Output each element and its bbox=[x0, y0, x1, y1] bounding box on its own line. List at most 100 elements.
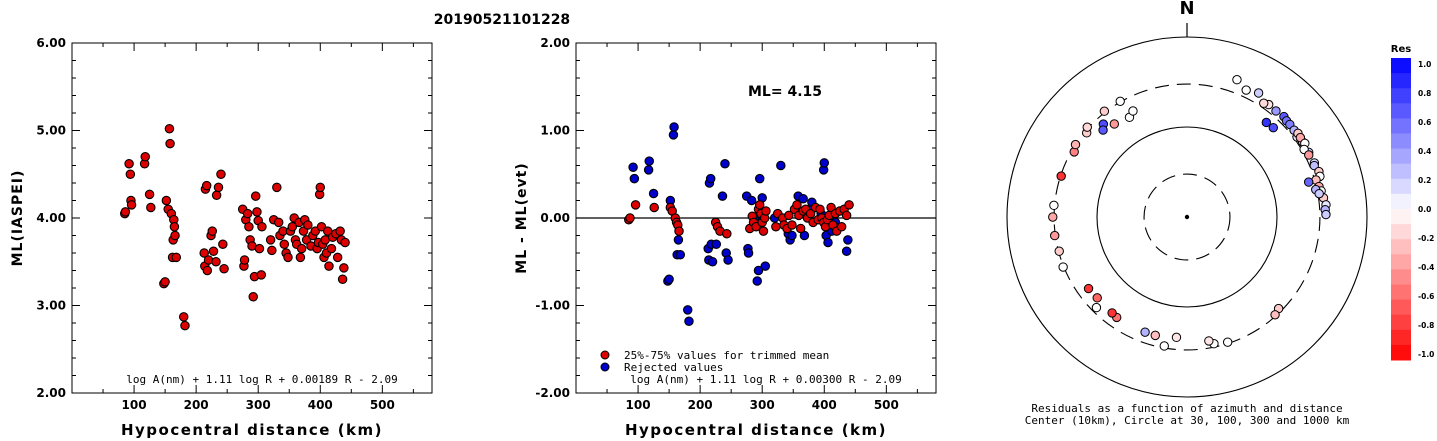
accepted-point bbox=[722, 229, 732, 239]
colorbar-cell bbox=[1391, 103, 1411, 119]
y-tick-label: 4.00 bbox=[36, 211, 66, 225]
colorbar-tick-label: 0.8 bbox=[1418, 89, 1431, 98]
legend-marker-rejected bbox=[600, 362, 610, 372]
station-residual-point bbox=[1268, 122, 1278, 133]
ml-point bbox=[160, 277, 170, 287]
accepted-point bbox=[761, 206, 771, 216]
ml-point bbox=[250, 191, 261, 201]
ml-iaspei-panel: 100 200 300 400 500 2.00 3.00 4.00 5.00 6.00 Hypo… bbox=[10, 36, 433, 439]
rejected-point bbox=[819, 158, 830, 168]
colorbar-cell bbox=[1391, 284, 1411, 301]
ml-point bbox=[296, 243, 307, 254]
ml-point bbox=[335, 226, 345, 236]
station-residual-point bbox=[1253, 88, 1264, 98]
colorbar-tick-label: -0.8 bbox=[1418, 321, 1434, 330]
y-tick-label: -1.00 bbox=[535, 299, 570, 313]
colorbar-cell bbox=[1391, 329, 1411, 346]
accepted-point bbox=[784, 210, 794, 221]
accepted-point bbox=[795, 223, 806, 234]
ml-point bbox=[120, 207, 131, 217]
ml-point bbox=[124, 159, 134, 169]
ml-point bbox=[252, 207, 262, 217]
rejected-point bbox=[648, 188, 659, 199]
rejected-point bbox=[644, 156, 654, 166]
rejected-point bbox=[723, 255, 733, 265]
station-residual-point bbox=[1159, 341, 1169, 351]
colorbar-tick-label: 1.0 bbox=[1418, 60, 1431, 69]
ml-point bbox=[287, 222, 298, 232]
station-residual-point bbox=[1171, 332, 1182, 343]
accepted-point bbox=[844, 200, 854, 210]
ml-point bbox=[267, 245, 277, 256]
colorbar-cell bbox=[1391, 314, 1411, 331]
colorbar-cell bbox=[1391, 209, 1411, 225]
accepted-point bbox=[758, 226, 769, 236]
ml-point bbox=[279, 239, 290, 250]
station-residual-point bbox=[1058, 262, 1068, 272]
station-residual-point bbox=[1115, 96, 1125, 107]
station-residual-point bbox=[1259, 98, 1269, 108]
distance-ring bbox=[1096, 126, 1278, 308]
station-residual-point bbox=[1098, 125, 1108, 135]
ml-point bbox=[125, 169, 136, 180]
rejected-point bbox=[664, 274, 674, 284]
colorbar-tick-label: -1.0 bbox=[1418, 350, 1434, 359]
ml-point bbox=[272, 182, 282, 193]
colorbar-tick-label: 0.6 bbox=[1418, 118, 1431, 127]
accepted-point bbox=[841, 210, 852, 221]
rejected-point bbox=[707, 256, 718, 267]
station-residual-point bbox=[1054, 246, 1064, 256]
rejected-point bbox=[753, 265, 764, 276]
colorbar-tick-label: 0.2 bbox=[1418, 176, 1431, 185]
accepted-point bbox=[630, 200, 641, 210]
ml-point bbox=[256, 270, 267, 280]
station-residual-point bbox=[1056, 171, 1066, 181]
rejected-point bbox=[669, 122, 679, 132]
rejected-point bbox=[668, 130, 679, 140]
y-tick-label: 0.00 bbox=[540, 211, 570, 225]
ml-point bbox=[303, 220, 313, 230]
ml-point bbox=[295, 252, 306, 263]
y-tick-label: 5.00 bbox=[36, 124, 66, 138]
x-tick-label: 500 bbox=[874, 398, 899, 412]
station-residual-point bbox=[1271, 106, 1281, 116]
y-tick-label: 2.00 bbox=[36, 386, 66, 400]
ml-point bbox=[201, 180, 212, 191]
accepted-point bbox=[792, 200, 802, 210]
rejected-point bbox=[823, 237, 833, 248]
rejected-point bbox=[675, 250, 686, 260]
station-residual-point bbox=[1303, 177, 1314, 187]
ml-point bbox=[283, 252, 293, 263]
accepted-point bbox=[674, 226, 684, 236]
station-residual-point bbox=[1270, 310, 1280, 320]
colorbar-cell bbox=[1391, 299, 1411, 316]
station-residual-point bbox=[1107, 308, 1117, 318]
event-magnitude-annotation: ML= 4.15 bbox=[748, 84, 822, 100]
station-residual-point bbox=[1241, 85, 1251, 95]
y-tick-label: 1.00 bbox=[540, 124, 570, 138]
ml-point bbox=[171, 252, 182, 263]
ml-point bbox=[254, 243, 265, 254]
ml-residual-tick-marks: 100 200 300 400 500 -2.00 -1.00 0.00 1.00 2.00 bbox=[535, 36, 936, 412]
colorbar-cell bbox=[1391, 88, 1411, 104]
rejected-point bbox=[746, 195, 757, 206]
colorbar-cell bbox=[1391, 224, 1411, 240]
colorbar-tick-labels: 1.0 0.8 0.6 0.4 0.2 0.0 -0.2 -0.4 -0.6 -0.8 -1.0 bbox=[1418, 60, 1434, 359]
rejected-point bbox=[743, 248, 754, 258]
rejected-point bbox=[629, 173, 640, 184]
x-tick-label: 400 bbox=[308, 398, 333, 412]
station-residual-point bbox=[1082, 122, 1092, 132]
legend: 25%-75% values for trimmed mean Rejected… bbox=[600, 349, 829, 374]
ml-point bbox=[211, 190, 222, 201]
ml-point bbox=[273, 217, 284, 228]
rejected-point bbox=[752, 276, 762, 286]
ml-point bbox=[216, 169, 226, 180]
colorbar-title: Res bbox=[1391, 44, 1411, 55]
ml-point bbox=[239, 255, 250, 265]
ml-point bbox=[332, 252, 343, 263]
ml-point bbox=[180, 320, 190, 331]
ml-iaspei-formula: log A(nm) + 1.11 log R + 0.00189 R - 2.0… bbox=[126, 373, 398, 386]
station-residual-point bbox=[1109, 119, 1120, 129]
rejected-point bbox=[798, 194, 808, 204]
